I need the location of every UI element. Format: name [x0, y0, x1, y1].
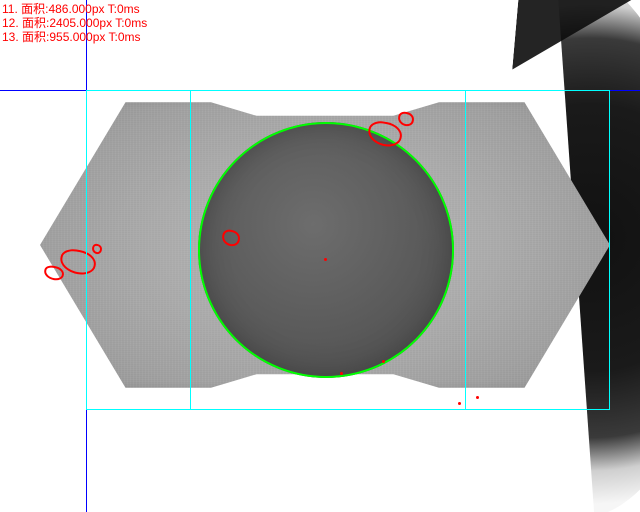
vision-canvas: 11. 面积:486.000px T:0ms12. 面积:2405.000px … [0, 0, 640, 512]
measure-line-13: 13. 面积:955.000px T:0ms [2, 30, 141, 44]
measure-line-11: 11. 面积:486.000px T:0ms [2, 2, 140, 16]
measure-line-12: 12. 面积:2405.000px T:0ms [2, 16, 147, 30]
roi-rect-1 [190, 90, 466, 410]
